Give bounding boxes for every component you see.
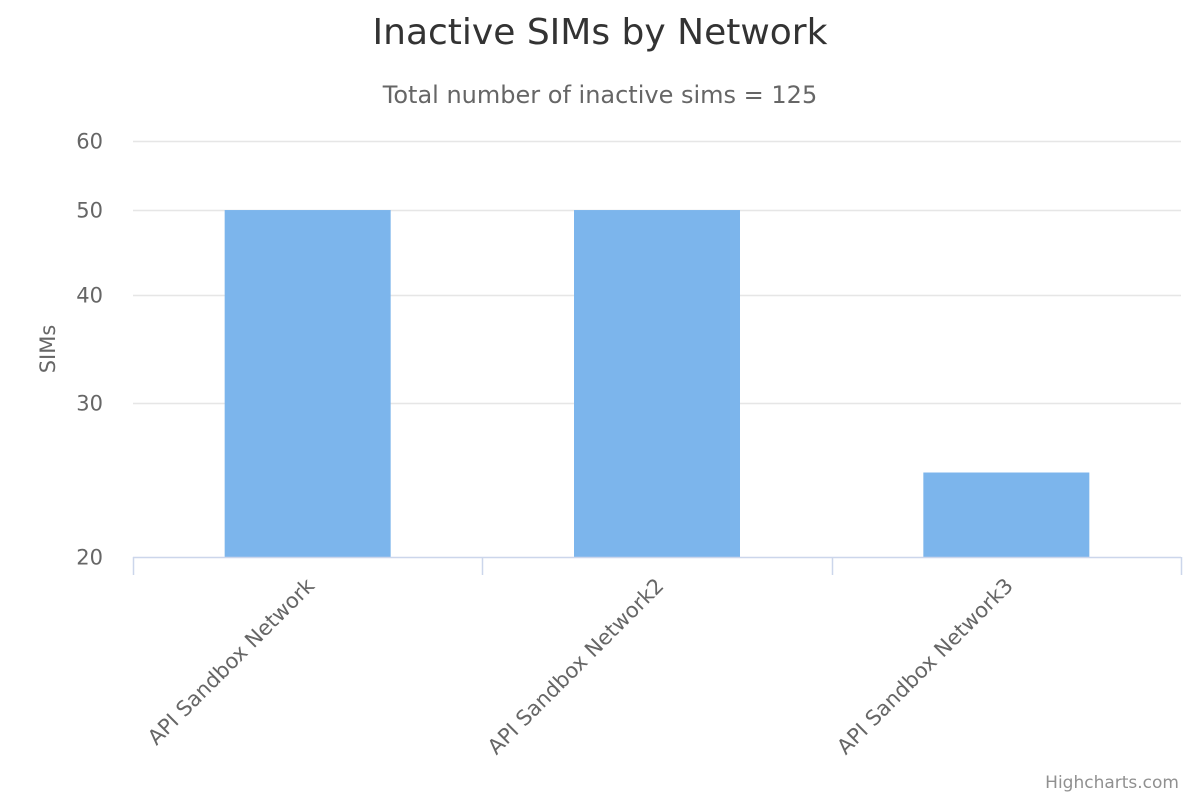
bars <box>224 210 1090 558</box>
y-axis-tick-labels: 20 30 40 50 60 <box>76 130 103 570</box>
x-tick-label: API Sandbox Network <box>143 573 320 750</box>
y-tick-label: 40 <box>76 284 103 308</box>
x-axis <box>132 556 1183 575</box>
y-tick-label: 50 <box>76 199 103 223</box>
credits-link[interactable]: Highcharts.com <box>1045 773 1179 793</box>
chart-subtitle: Total number of inactive sims = 125 <box>382 81 818 109</box>
bar[interactable] <box>224 210 391 558</box>
chart-title: Inactive SIMs by Network <box>372 12 828 53</box>
y-tick-label: 30 <box>76 392 103 416</box>
bar[interactable] <box>574 210 740 558</box>
y-tick-label: 60 <box>76 130 103 154</box>
y-tick-label: 20 <box>76 546 103 570</box>
y-axis-title: SIMs <box>36 325 60 374</box>
x-axis-category-labels: API Sandbox Network API Sandbox Network2 A… <box>143 573 1018 759</box>
x-tick-label: API Sandbox Network3 <box>832 574 1018 760</box>
x-tick-label: API Sandbox Network2 <box>483 574 669 760</box>
bar[interactable] <box>923 472 1090 557</box>
